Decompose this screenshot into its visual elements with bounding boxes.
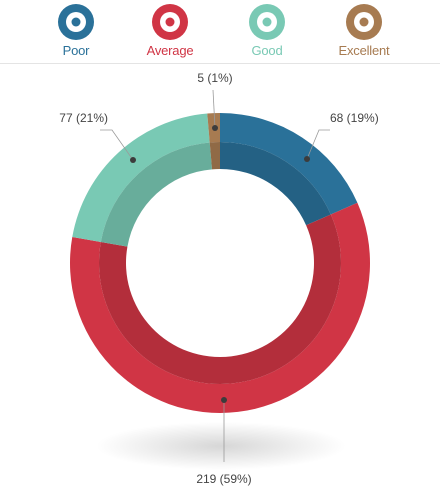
target-icon: [152, 4, 188, 40]
legend-item-poor[interactable]: Poor: [26, 0, 126, 58]
legend-label: Excellent: [338, 43, 390, 58]
data-label-good: 77 (21%): [59, 111, 108, 125]
chart-legend: Poor Average Good Excellent: [0, 0, 440, 64]
legend-divider: [0, 63, 440, 64]
legend-item-excellent[interactable]: Excellent: [314, 0, 414, 58]
data-label-poor: 68 (19%): [330, 111, 379, 125]
leader-dot-poor: [304, 156, 310, 162]
slice-inner-excellent[interactable]: [209, 142, 220, 170]
target-icon: [249, 4, 285, 40]
slice-inner-poor[interactable]: [220, 142, 331, 226]
data-label-average: 219 (59%): [196, 472, 251, 486]
legend-item-average[interactable]: Average: [120, 0, 220, 58]
chart-shadow: [96, 422, 346, 470]
leader-dot-good: [130, 157, 136, 163]
slice-good[interactable]: [72, 113, 210, 242]
leader-dot-excellent: [212, 125, 218, 131]
legend-label: Poor: [62, 43, 90, 58]
slice-poor[interactable]: [220, 113, 358, 215]
leader-line-good: [100, 129, 134, 161]
leader-line-poor: [306, 129, 330, 160]
legend-label: Average: [146, 43, 194, 58]
slice-average[interactable]: [69, 202, 371, 413]
legend-label: Good: [251, 43, 283, 58]
slice-inner-average[interactable]: [99, 214, 342, 384]
leader-dot-average: [221, 397, 227, 403]
target-icon: [346, 4, 382, 40]
data-label-excellent: 5 (1%): [197, 71, 232, 85]
legend-item-good[interactable]: Good: [217, 0, 317, 58]
leader-line-excellent: [212, 89, 216, 129]
slice-inner-good[interactable]: [100, 142, 213, 247]
target-icon: [58, 4, 94, 40]
